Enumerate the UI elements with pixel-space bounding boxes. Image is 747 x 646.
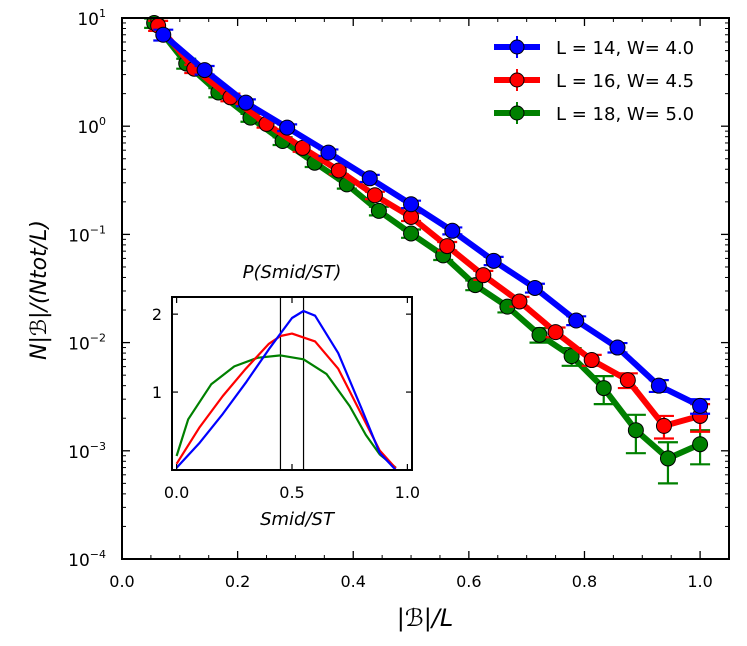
inset-x-tick-label: 0.0 [164, 483, 189, 502]
inset-title: P(Smid/ST) [243, 262, 342, 283]
x-tick-label: 0.4 [341, 572, 366, 591]
data-point [526, 279, 543, 296]
data-point [531, 326, 548, 343]
data-point [475, 267, 492, 284]
x-tick-label: 0.0 [109, 572, 134, 591]
inset-axis-ticks [172, 297, 412, 470]
legend-marker [509, 72, 525, 88]
series-2 [144, 14, 711, 485]
data-point [155, 26, 172, 43]
legend-marker [509, 39, 525, 55]
data-point [320, 144, 337, 161]
data-point [692, 397, 709, 414]
data-point [279, 119, 296, 136]
legend-entry: L = 18, W= 5.0 [494, 102, 694, 125]
inset-x-tick-label: 1.0 [395, 483, 420, 502]
data-point [330, 162, 347, 179]
y-tick-label: 101 [77, 7, 106, 30]
data-point [595, 380, 612, 397]
data-point [485, 252, 502, 269]
y-axis-label: N|ℬ|/(Ntot/L) [27, 220, 52, 360]
data-point [444, 222, 461, 239]
data-point [547, 324, 564, 341]
inset-x-axis-label: Smid/ST [260, 509, 336, 530]
inset-y-tick-labels: 1 2 [152, 305, 162, 402]
legend-label: L = 18, W= 5.0 [556, 104, 694, 125]
main-y-tick-labels: 101 100 10−1 10−2 10−3 10−4 [68, 7, 106, 571]
inset-series-line [175, 309, 397, 471]
main-series-layer [144, 14, 711, 485]
main-chart: 0.0 0.2 0.4 0.6 0.8 1.0 101 100 10−1 10−… [27, 7, 730, 632]
data-point [583, 352, 600, 369]
y-tick-label: 10−4 [68, 548, 106, 571]
data-point [439, 238, 456, 255]
data-point [511, 293, 528, 310]
data-point [237, 94, 254, 111]
data-point [650, 377, 667, 394]
x-axis-label: |ℬ|/L [397, 604, 454, 632]
inset-x-tick-labels: 0.0 0.5 1.0 [164, 483, 420, 502]
data-point [627, 422, 644, 439]
data-point [196, 62, 213, 79]
legend-label: L = 14, W= 4.0 [556, 38, 694, 59]
x-tick-label: 0.8 [572, 572, 597, 591]
data-point [655, 417, 672, 434]
inset-series-line [175, 332, 397, 470]
series-0 [153, 26, 711, 415]
y-tick-label: 10−2 [68, 332, 106, 355]
data-point [370, 202, 387, 219]
data-point [659, 450, 676, 467]
data-point [403, 196, 420, 213]
x-tick-label: 0.2 [225, 572, 250, 591]
y-tick-label: 100 [77, 115, 106, 138]
inset-chart: P(Smid/ST) 0.0 0.5 1.0 1 2 Smid/ST [152, 262, 420, 530]
main-plot-frame [121, 17, 730, 560]
y-tick-label: 10−3 [68, 440, 106, 463]
inset-y-tick-label: 2 [152, 305, 162, 324]
legend: L = 14, W= 4.0 L = 16, W= 4.5 L = 18, W=… [494, 36, 694, 125]
data-point [619, 372, 636, 389]
x-tick-label: 1.0 [687, 572, 712, 591]
series-line [155, 23, 701, 429]
data-point [609, 339, 626, 356]
legend-entry: L = 14, W= 4.0 [494, 36, 694, 59]
data-point [403, 225, 420, 242]
legend-label: L = 16, W= 4.5 [556, 71, 694, 92]
main-axis-ticks [121, 17, 729, 560]
inset-x-tick-label: 0.5 [279, 483, 304, 502]
main-x-tick-labels: 0.0 0.2 0.4 0.6 0.8 1.0 [109, 572, 713, 591]
data-point [692, 436, 709, 453]
y-tick-label: 10−1 [68, 223, 106, 246]
data-point [568, 312, 585, 329]
inset-y-tick-label: 1 [152, 383, 162, 402]
legend-marker [509, 105, 525, 121]
series-1 [148, 17, 711, 440]
legend-entry: L = 16, W= 4.5 [494, 69, 694, 92]
inset-series-layer [175, 297, 397, 471]
data-point [366, 187, 383, 204]
data-point [563, 348, 580, 365]
x-tick-label: 0.6 [456, 572, 481, 591]
data-point [361, 170, 378, 187]
inset-series-line [175, 354, 397, 469]
